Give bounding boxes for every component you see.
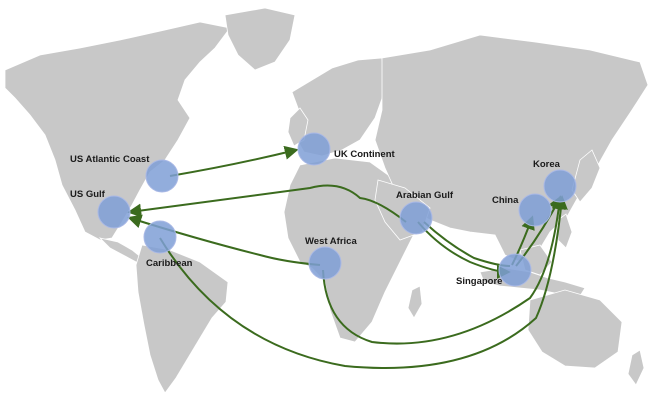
route-us-atlantic-to-uk xyxy=(169,145,299,177)
label-us-gulf: US Gulf xyxy=(70,189,106,200)
central-america-land xyxy=(98,237,143,264)
madagascar-land xyxy=(407,285,423,319)
node-singapore[interactable] xyxy=(498,253,532,287)
region-nodes xyxy=(97,132,577,287)
australia-land xyxy=(527,289,623,369)
route-caribbean-to-korea xyxy=(159,195,568,369)
label-china: China xyxy=(492,195,519,206)
route-west-africa-to-korea xyxy=(322,195,566,345)
label-arabian: Arabian Gulf xyxy=(396,190,454,201)
new-zealand-land xyxy=(627,349,645,386)
label-singapore: Singapore xyxy=(456,276,502,287)
label-uk: UK Continent xyxy=(334,149,396,160)
node-west-africa[interactable] xyxy=(308,246,342,280)
node-caribbean[interactable] xyxy=(143,220,177,254)
region-labels: US Atlantic Coast UK Continent US Gulf C… xyxy=(70,149,561,287)
node-arabian[interactable] xyxy=(399,201,433,235)
label-caribbean: Caribbean xyxy=(146,258,193,269)
node-us-gulf[interactable] xyxy=(97,195,131,229)
label-korea: Korea xyxy=(533,159,561,170)
node-china[interactable] xyxy=(518,193,552,227)
route-arabian-to-us-gulf xyxy=(127,184,407,223)
label-us-atlantic: US Atlantic Coast xyxy=(70,154,150,165)
label-west-africa: West Africa xyxy=(305,236,357,247)
node-korea[interactable] xyxy=(543,169,577,203)
landmasses xyxy=(4,7,649,394)
south-america-land xyxy=(135,244,229,394)
greenland-land xyxy=(224,7,296,71)
node-uk[interactable] xyxy=(297,132,331,166)
node-us-atlantic[interactable] xyxy=(145,159,179,193)
